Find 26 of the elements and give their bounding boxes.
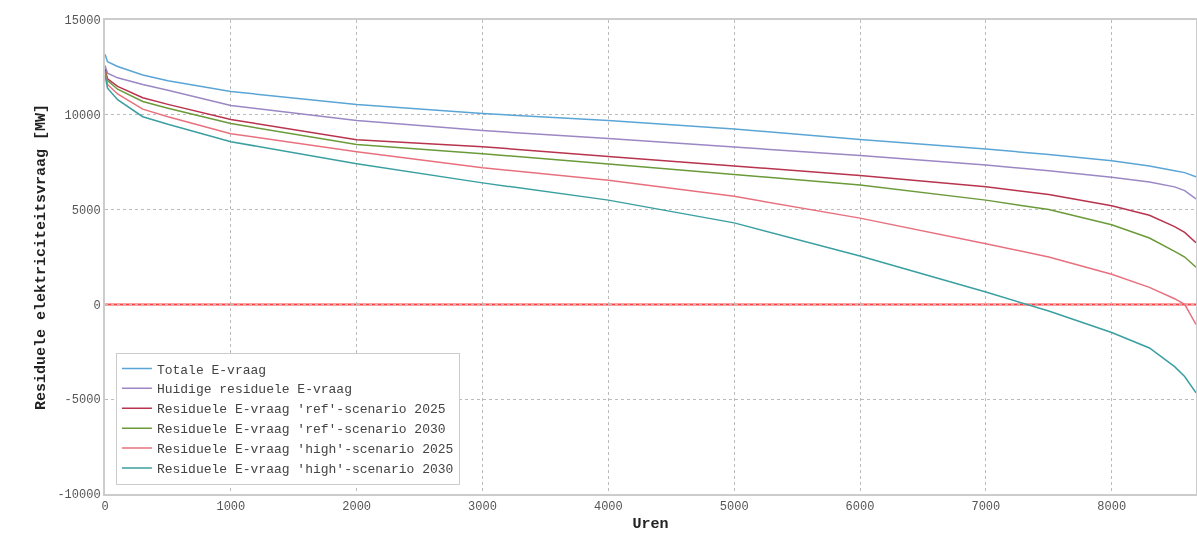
y-tick-label: 5000 bbox=[71, 203, 101, 218]
y-tick-label: 0 bbox=[93, 298, 101, 313]
legend-label: Residuele E-vraag 'high'-scenario 2025 bbox=[156, 442, 454, 458]
x-tick-label: 3000 bbox=[468, 500, 497, 515]
line-series bbox=[105, 53, 1196, 178]
x-tick-label: 7000 bbox=[971, 500, 1001, 515]
x-tick-label: 2000 bbox=[342, 500, 372, 515]
x-tick-label: 4000 bbox=[593, 500, 623, 515]
legend-label: Residuele E-vraag 'ref'-scenario 2030 bbox=[156, 422, 446, 438]
x-axis-title: Uren bbox=[632, 515, 669, 533]
line-series bbox=[105, 74, 1196, 394]
x-tick-label: 6000 bbox=[845, 500, 875, 515]
x-tick-label: 1000 bbox=[216, 500, 246, 515]
legend-label: Residuele E-vraag 'high'-scenario 2030 bbox=[156, 462, 454, 478]
y-tick-label: -10000 bbox=[57, 488, 101, 503]
y-tick-label: 15000 bbox=[64, 14, 101, 29]
legend-label: Residuele E-vraag 'ref'-scenario 2025 bbox=[156, 402, 446, 418]
y-tick-label: 10000 bbox=[64, 109, 101, 123]
x-tick-label: 8000 bbox=[1097, 500, 1127, 515]
line-series bbox=[105, 64, 1196, 200]
line-series bbox=[105, 72, 1196, 326]
y-axis-title: Residuele elektriciteitsvraag [MW] bbox=[33, 103, 51, 411]
legend-label: Huidige residuele E-vraag bbox=[156, 382, 352, 398]
legend-label: Totale E-vraag bbox=[156, 362, 267, 378]
x-tick-label: 5000 bbox=[719, 500, 749, 515]
y-tick-label: -5000 bbox=[64, 393, 101, 408]
